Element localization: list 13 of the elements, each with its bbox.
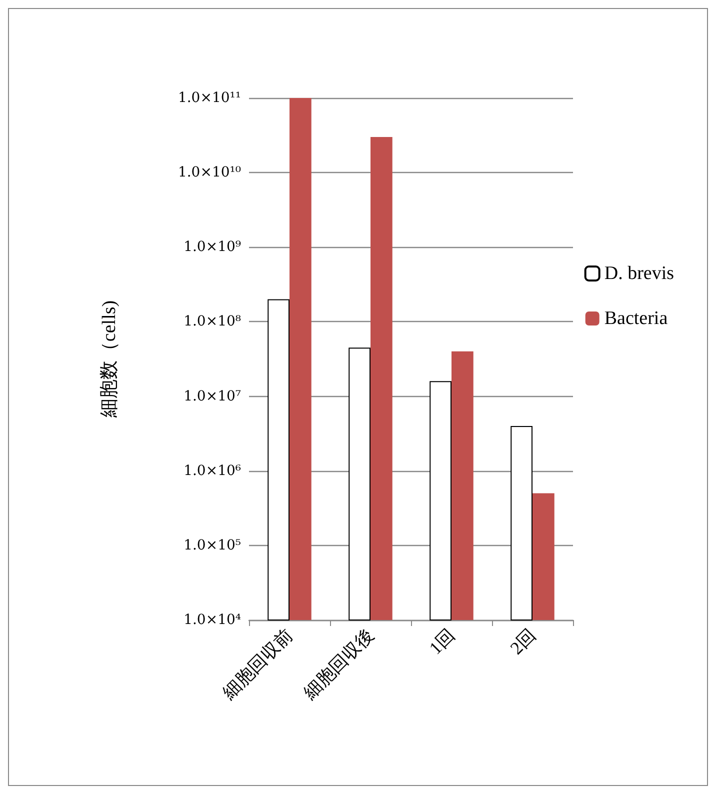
y-tick-label: 1.0×10⁵ bbox=[184, 537, 242, 554]
y-tick-label: 1.0×10⁶ bbox=[184, 462, 242, 479]
y-tick-label: 1.0×10⁹ bbox=[184, 239, 242, 256]
y-tick-label: 1.0×10⁷ bbox=[184, 388, 242, 404]
y-tick-label: 1.0×10⁸ bbox=[184, 314, 242, 330]
y-axis-title: 細胞数（cells) bbox=[99, 300, 120, 419]
y-tick-label: 1.0×10¹⁰ bbox=[178, 164, 242, 181]
legend-label: D. brevis bbox=[604, 263, 674, 284]
x-tick-label: 2回 bbox=[506, 624, 540, 658]
x-tick-label: 1回 bbox=[425, 624, 459, 658]
x-tick-label: 細胞回収後 bbox=[299, 624, 378, 704]
legend-label: Bacteria bbox=[604, 308, 668, 329]
y-tick-label: 1.0×10¹¹ bbox=[178, 90, 241, 106]
